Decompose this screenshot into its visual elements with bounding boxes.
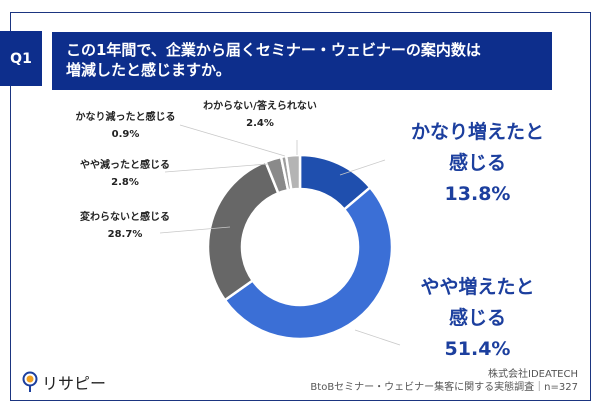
logo-pin-icon [22, 371, 38, 392]
risapy-logo: リサピー [22, 370, 106, 394]
leader-line-4 [179, 124, 286, 157]
leader-line-2 [159, 226, 231, 234]
chart-frame [10, 12, 591, 401]
label-yaya-hetta: やや減ったと感じる 2.8% [80, 160, 170, 188]
donut-slice-1 [223, 185, 394, 341]
question-title: この1年間で、企業から届くセミナー・ウェビナーの案内数は 増減したと感じますか。 [52, 32, 552, 90]
donut-slice-5 [284, 153, 302, 192]
leader-line-0 [339, 159, 386, 176]
label-wakaranai: わからない/答えられない 2.4% [203, 101, 317, 129]
source-note: 株式会社IDEATECH BtoBセミナー・ウェビナー集客に関する実態調査｜n=3… [310, 369, 578, 393]
label-kanari-hetta: かなり減ったと感じる 0.9% [75, 112, 176, 140]
label-yaya-fueta: やや増えたと 感じる 51.4% [420, 276, 535, 360]
leader-line-3 [164, 163, 269, 173]
leader-line-1 [354, 329, 401, 346]
question-number: Q1 [0, 31, 42, 86]
donut-slice-2 [206, 160, 280, 302]
label-kawaranai: 変わらないと感じる 28.7% [80, 212, 170, 240]
label-kanari-fueta: かなり増えたと 感じる 13.8% [410, 121, 544, 205]
